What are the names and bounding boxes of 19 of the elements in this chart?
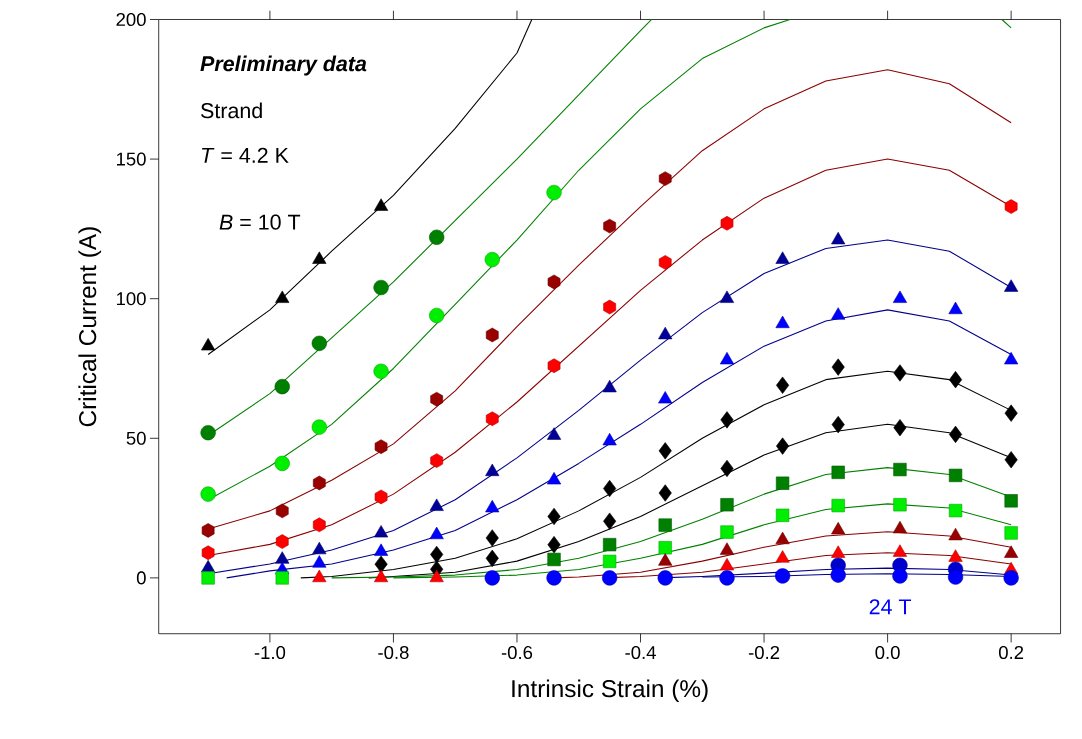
y-tick-label: 100 [116,292,146,306]
y-tick-label: 50 [126,431,146,445]
x-tick-label: 0.2 [998,645,1024,660]
annotation: B = 10 T [219,214,301,230]
y-tick-label: 150 [116,152,146,166]
annotation: T = 4.2 K [201,147,289,163]
x-tick-label: -1.0 [254,645,286,660]
x-tick-label: -0.8 [378,645,409,660]
annotation: Strand [201,102,262,119]
y-tick-label: 200 [116,12,146,27]
x-tick-label: -0.2 [748,645,780,660]
y-axis-title: Critical Current (A) [78,227,102,427]
y-tick-label: 0 [136,571,146,585]
annotation: 24 T [869,599,912,615]
annotation: Preliminary data [200,55,367,76]
x-tick-label: -0.6 [501,645,533,660]
x-tick-label: 0.0 [875,645,900,660]
x-tick-label: -0.4 [625,645,656,660]
x-axis-title: Intrinsic Strain (%) [512,679,708,703]
